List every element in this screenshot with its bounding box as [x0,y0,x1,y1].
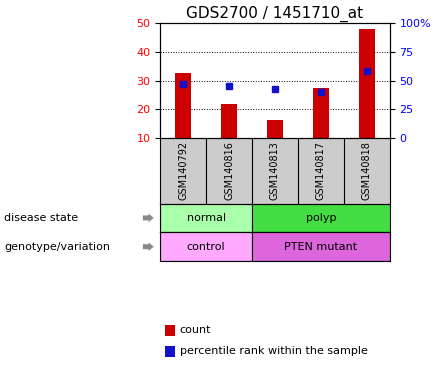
Bar [267,119,283,138]
Bar [313,88,329,138]
Text: control: control [187,242,226,252]
Text: count: count [180,325,211,335]
Text: genotype/variation: genotype/variation [4,242,110,252]
Bar [160,232,252,261]
Bar [252,232,390,261]
Bar [175,73,191,138]
Bar [221,104,237,138]
Text: GSM140816: GSM140816 [224,141,234,200]
Text: normal: normal [187,213,226,223]
Title: GDS2700 / 1451710_at: GDS2700 / 1451710_at [186,5,364,22]
Text: PTEN mutant: PTEN mutant [284,242,357,252]
Text: percentile rank within the sample: percentile rank within the sample [180,346,368,356]
Text: GSM140813: GSM140813 [270,141,280,200]
Text: GSM140792: GSM140792 [178,141,188,200]
Bar [160,204,252,232]
Text: GSM140818: GSM140818 [362,141,372,200]
Text: GSM140817: GSM140817 [316,141,326,200]
Bar [359,29,375,138]
Bar [252,204,390,232]
Text: disease state: disease state [4,213,78,223]
Text: polyp: polyp [306,213,336,223]
